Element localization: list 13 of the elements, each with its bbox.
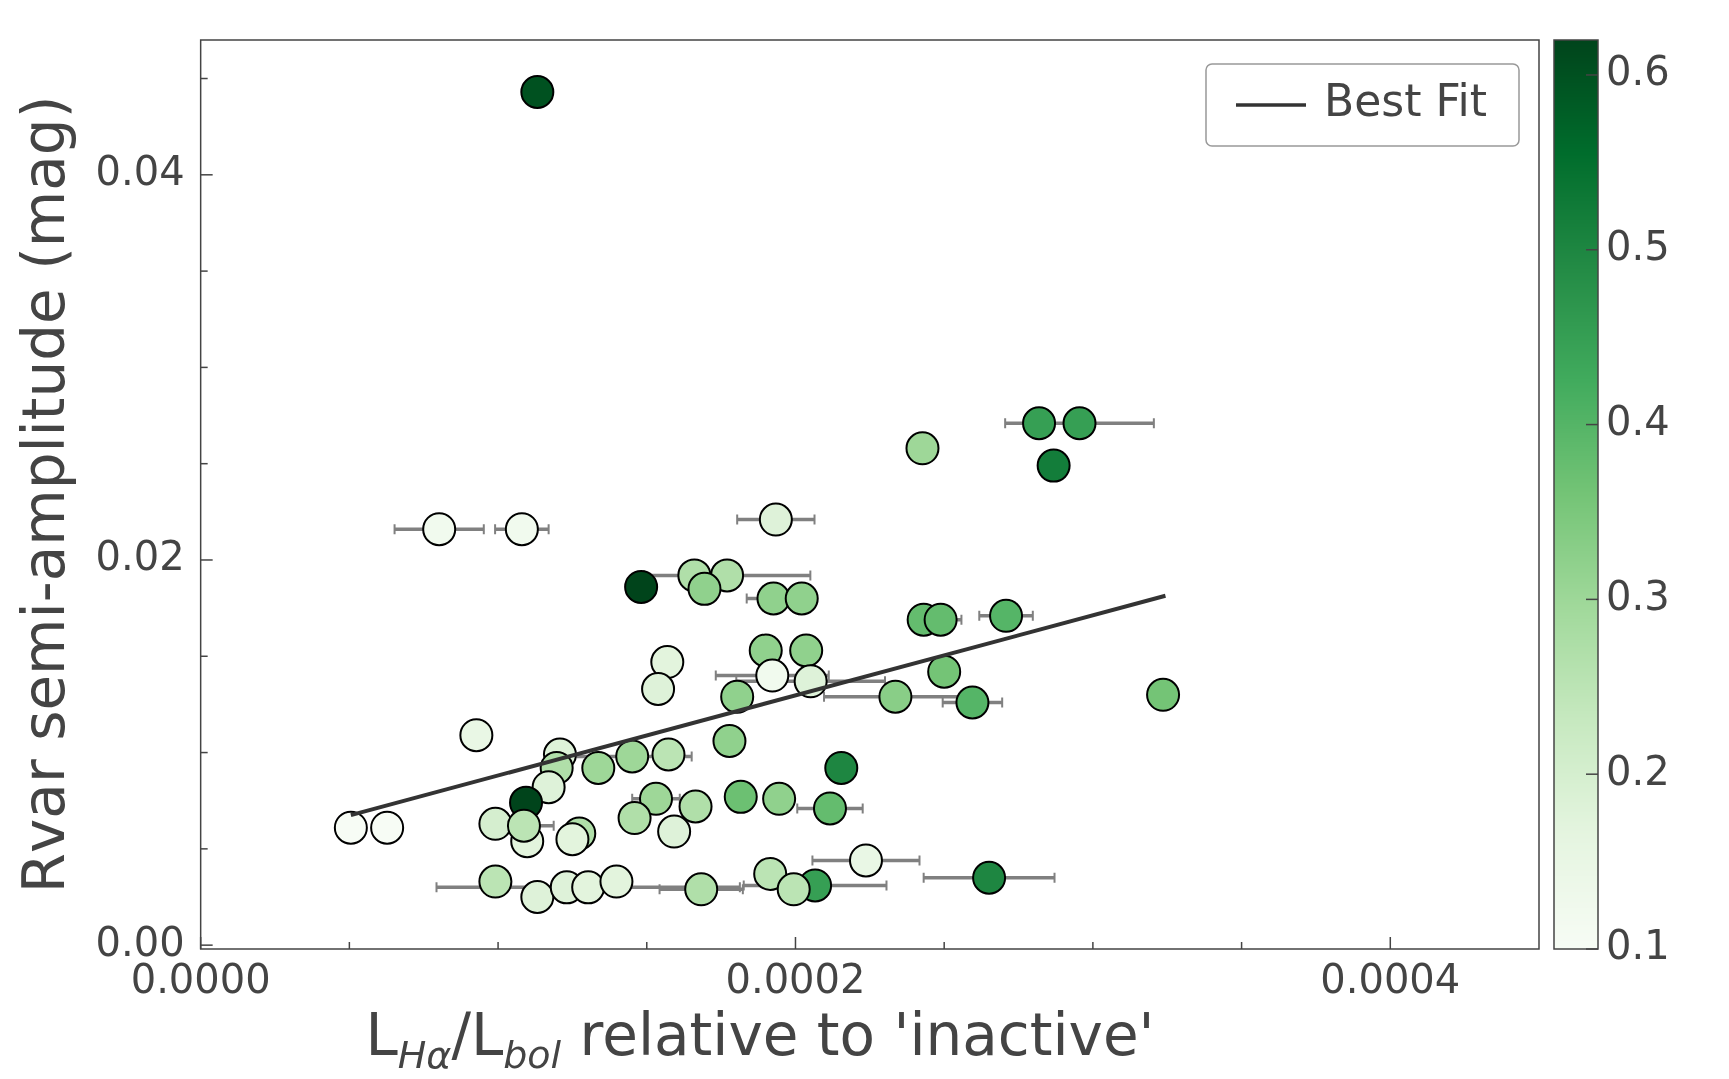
y-tick-label: 0.02 [95,533,185,580]
x-tick-label: 0.0004 [1320,956,1461,1003]
x-axis-title: L$_{Hα}$/L$_{bol}$ relative to 'inactive' [364,1001,1156,1077]
x-tick-label: 0.0002 [725,956,866,1003]
color-bar-label: 0.5 [1606,223,1670,270]
y-tick-label: 0.04 [95,148,185,195]
color-bar-label: 0.3 [1606,572,1670,619]
legend-label: Best Fit [1324,75,1488,127]
color-bar-label: 0.4 [1606,397,1670,444]
color-bar-label: 0.6 [1606,48,1670,95]
color-bar-label: 0.1 [1606,922,1670,969]
color-bar-label: 0.2 [1606,747,1670,794]
y-axis-title: Rvar semi-amplitude (mag) [9,95,78,894]
